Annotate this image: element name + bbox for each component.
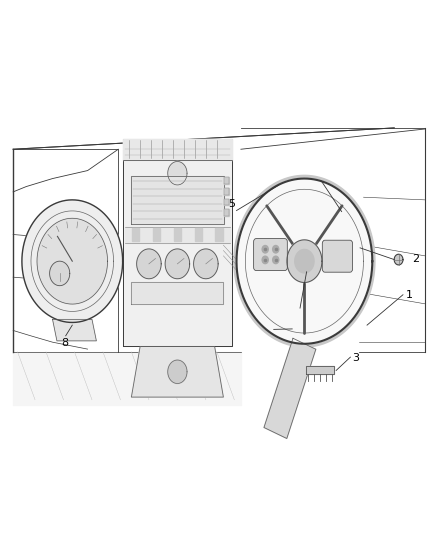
Polygon shape <box>13 352 241 405</box>
Polygon shape <box>264 338 316 439</box>
Polygon shape <box>224 199 229 205</box>
Text: 1: 1 <box>406 290 413 300</box>
Polygon shape <box>131 176 224 224</box>
Polygon shape <box>125 227 230 243</box>
Text: 2: 2 <box>413 254 420 263</box>
Text: 8: 8 <box>61 338 68 349</box>
Circle shape <box>262 256 268 264</box>
Polygon shape <box>22 200 123 322</box>
Polygon shape <box>224 209 229 216</box>
Polygon shape <box>131 282 223 304</box>
Text: 5: 5 <box>343 200 350 210</box>
Polygon shape <box>224 188 229 195</box>
Polygon shape <box>215 228 223 241</box>
Text: 6: 6 <box>293 309 300 319</box>
Circle shape <box>272 246 279 253</box>
Text: 5: 5 <box>228 199 235 209</box>
Polygon shape <box>394 254 403 265</box>
Text: 4: 4 <box>265 326 272 335</box>
Polygon shape <box>168 360 187 383</box>
Polygon shape <box>49 261 70 286</box>
Polygon shape <box>168 161 187 185</box>
Circle shape <box>272 256 279 264</box>
Polygon shape <box>131 346 223 397</box>
Polygon shape <box>123 139 232 160</box>
Polygon shape <box>224 177 229 184</box>
Polygon shape <box>165 249 190 279</box>
Polygon shape <box>53 319 96 341</box>
Polygon shape <box>295 249 314 273</box>
FancyBboxPatch shape <box>254 239 287 271</box>
FancyBboxPatch shape <box>322 240 353 272</box>
Polygon shape <box>305 367 334 374</box>
Text: 3: 3 <box>352 353 359 363</box>
Circle shape <box>262 246 268 253</box>
Polygon shape <box>37 219 107 304</box>
Polygon shape <box>174 228 181 241</box>
Polygon shape <box>194 249 218 279</box>
Polygon shape <box>132 228 139 241</box>
Polygon shape <box>123 139 232 346</box>
Polygon shape <box>153 228 160 241</box>
Polygon shape <box>194 228 201 241</box>
Polygon shape <box>234 175 375 347</box>
Polygon shape <box>237 179 372 344</box>
Polygon shape <box>137 249 161 279</box>
Polygon shape <box>287 240 322 282</box>
